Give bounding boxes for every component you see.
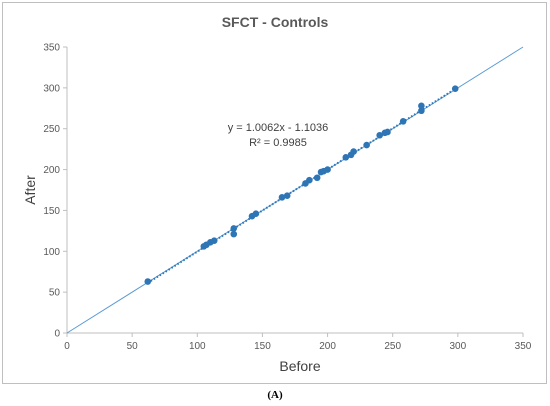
data-point xyxy=(399,118,407,125)
y-tick-label: 0 xyxy=(54,329,60,340)
data-point xyxy=(350,148,357,155)
y-tick-label: 100 xyxy=(43,247,60,258)
x-tick-label: 50 xyxy=(127,341,139,352)
scatter-chart: SFCT - Controls 0 50 100 150 200 250 300 350 0 50… xyxy=(22,14,532,374)
y-axis-title: After xyxy=(22,175,38,205)
x-tick-label: 150 xyxy=(254,341,271,352)
data-point xyxy=(278,194,286,201)
data-point xyxy=(252,210,260,217)
data-point xyxy=(230,225,238,232)
x-tick-label: 350 xyxy=(515,341,532,352)
y-tick-label: 300 xyxy=(43,83,60,94)
trendline-r2: R² = 0.9985 xyxy=(249,137,307,149)
data-point xyxy=(342,154,350,161)
data-point xyxy=(418,102,425,110)
data-point xyxy=(418,107,425,115)
y-tick-label: 200 xyxy=(43,165,60,176)
chart-title: SFCT - Controls xyxy=(222,14,329,30)
data-point xyxy=(363,141,370,149)
data-point xyxy=(283,192,291,200)
x-tick-label: 0 xyxy=(64,341,70,352)
panel-label: (A) xyxy=(267,389,283,401)
data-point xyxy=(306,176,313,184)
x-tick-label: 100 xyxy=(189,341,206,352)
x-tick-label: 250 xyxy=(384,341,401,352)
y-tick-label: 350 xyxy=(43,43,60,54)
data-point xyxy=(376,131,383,139)
data-point xyxy=(313,174,321,182)
plot-area: 0 50 100 150 200 250 300 350 0 50 100 150 200 250 300 3… xyxy=(43,43,531,353)
chart-frame: SFCT - Controls 0 50 100 150 200 250 300 350 0 50… xyxy=(2,2,547,384)
data-point xyxy=(451,85,459,92)
x-tick-label: 300 xyxy=(450,341,467,352)
data-point xyxy=(210,237,218,244)
x-tick-label: 200 xyxy=(319,341,336,352)
y-tick-label: 150 xyxy=(43,206,60,217)
trendline xyxy=(147,88,456,284)
x-axis-title: Before xyxy=(279,358,320,374)
trendline-equation: y = 1.0062x - 1.1036 xyxy=(228,122,329,134)
data-point xyxy=(384,128,391,136)
y-tick-label: 50 xyxy=(49,288,61,299)
y-tick-label: 250 xyxy=(43,124,60,135)
data-point xyxy=(144,278,152,285)
data-point xyxy=(324,166,331,173)
data-point xyxy=(230,230,238,238)
